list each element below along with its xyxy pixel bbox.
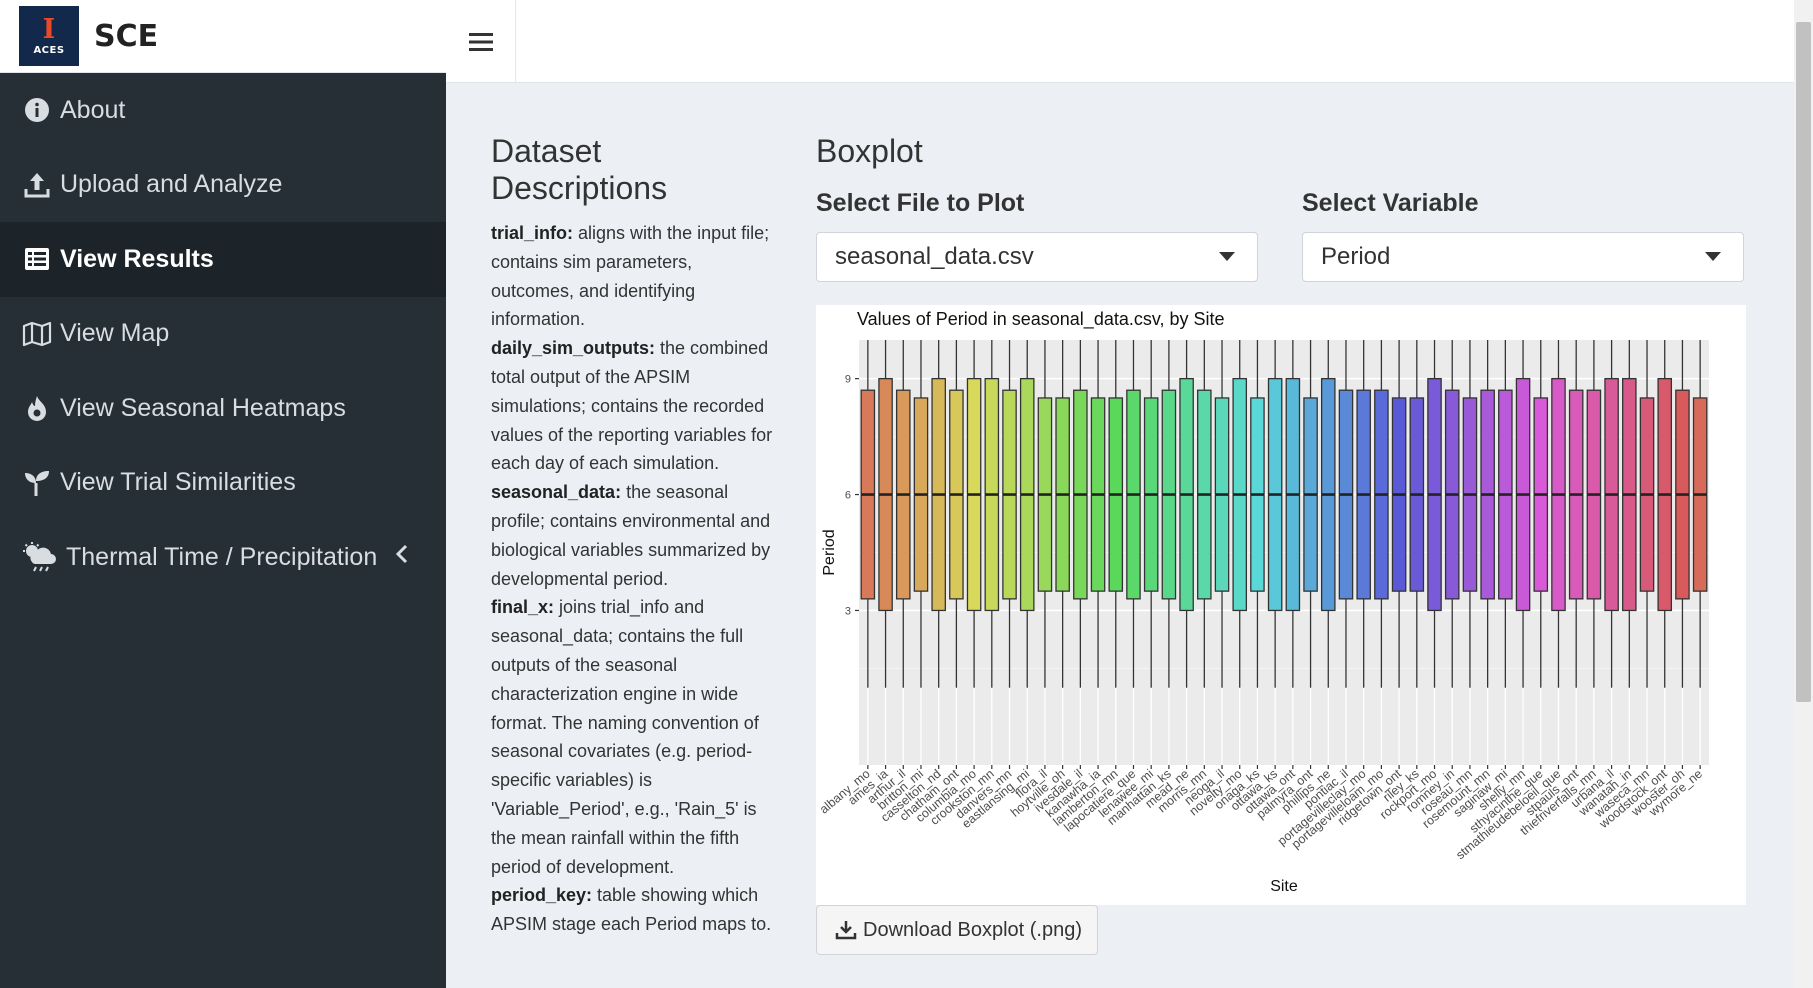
description-final-x: final_x: joins trial_info and seasonal_d… xyxy=(491,593,776,881)
sidebar: About Upload and Analyze View Results Vi… xyxy=(0,73,446,988)
brand-header: I ACES SCE xyxy=(0,0,446,73)
description-key: daily_sim_outputs: xyxy=(491,338,656,359)
description-text: aligns with the input file; contains sim… xyxy=(491,223,770,330)
file-select-label: Select File to Plot xyxy=(816,189,1025,217)
x-axis-title: Site xyxy=(1270,878,1298,895)
sidebar-item-label: View Seasonal Heatmaps xyxy=(60,393,346,422)
variable-select-label: Select Variable xyxy=(1302,189,1479,217)
y-tick-label: 9 xyxy=(845,374,851,386)
description-key: final_x: xyxy=(491,597,555,618)
sidebar-item-label: View Results xyxy=(60,244,214,273)
info-circle-icon xyxy=(22,95,52,125)
variable-select-dropdown[interactable]: Period xyxy=(1302,232,1744,282)
scrollbar-thumb[interactable] xyxy=(1796,22,1811,702)
dataset-descriptions-panel: Dataset Descriptions trial_info: aligns … xyxy=(491,133,776,939)
file-select-value: seasonal_data.csv xyxy=(835,243,1034,270)
variable-select-value: Period xyxy=(1321,243,1391,270)
description-trial-info: trial_info: aligns with the input file; … xyxy=(491,219,776,334)
sidebar-item-about[interactable]: About xyxy=(0,73,446,148)
file-select-dropdown[interactable]: seasonal_data.csv xyxy=(816,232,1258,282)
map-icon xyxy=(22,319,52,349)
chart-title: Values of Period in seasonal_data.csv, b… xyxy=(857,309,1225,330)
sidebar-item-upload[interactable]: Upload and Analyze xyxy=(0,148,446,223)
aces-logo[interactable]: I ACES xyxy=(19,6,79,66)
description-daily-sim-outputs: daily_sim_outputs: the combined total ou… xyxy=(491,334,776,478)
chevron-left-icon[interactable] xyxy=(395,543,409,571)
sidebar-item-thermal-time[interactable]: Thermal Time / Precipitation xyxy=(0,520,446,595)
page-scrollbar[interactable] xyxy=(1794,0,1813,988)
description-text: the seasonal profile; contains environme… xyxy=(491,482,771,589)
sidebar-item-label: View Trial Similarities xyxy=(60,468,296,497)
sidebar-item-view-results[interactable]: View Results xyxy=(0,222,446,297)
boxplot-title: Boxplot xyxy=(816,133,923,169)
boxplot-panel: Boxplot Select File to Plot seasonal_dat… xyxy=(816,133,1746,282)
illinois-i-icon: I xyxy=(42,13,56,45)
download-icon xyxy=(835,920,857,940)
sidebar-item-label: View Map xyxy=(60,319,170,348)
cloud-sun-rain-icon xyxy=(22,542,58,572)
seedling-icon xyxy=(22,468,52,498)
upload-icon xyxy=(22,170,52,200)
app-title: SCE xyxy=(94,18,159,54)
boxplot-chart-container: Values of Period in seasonal_data.csv, b… xyxy=(816,305,1746,905)
hamburger-icon[interactable] xyxy=(446,0,516,83)
sidebar-item-label: About xyxy=(60,95,126,124)
sidebar-item-label: Thermal Time / Precipitation xyxy=(66,542,378,571)
description-key: seasonal_data: xyxy=(491,482,622,503)
y-axis-title: Period xyxy=(821,529,838,575)
description-text: table showing which APSIM stage each Per… xyxy=(491,885,772,935)
sidebar-item-heatmaps[interactable]: View Seasonal Heatmaps xyxy=(0,371,446,446)
download-boxplot-button[interactable]: Download Boxplot (.png) xyxy=(816,905,1098,955)
description-text: the combined total output of the APSIM s… xyxy=(491,338,773,474)
description-key: trial_info: xyxy=(491,223,574,243)
boxplot-chart: Values of Period in seasonal_data.csv, b… xyxy=(817,309,1709,895)
table-list-icon xyxy=(22,244,52,274)
dropdown-caret-icon xyxy=(1219,252,1235,261)
description-seasonal-data: seasonal_data: the seasonal profile; con… xyxy=(491,478,776,593)
fire-icon xyxy=(22,393,52,423)
top-navbar xyxy=(446,0,1794,83)
logo-text: ACES xyxy=(33,44,65,56)
sidebar-item-label: Upload and Analyze xyxy=(60,170,283,199)
sidebar-item-view-map[interactable]: View Map xyxy=(0,297,446,372)
y-tick-label: 3 xyxy=(845,605,851,617)
description-period-key: period_key: table showing which APSIM st… xyxy=(491,881,776,939)
description-key: period_key: xyxy=(491,885,593,906)
y-tick-label: 6 xyxy=(845,490,851,502)
download-label: Download Boxplot (.png) xyxy=(863,918,1083,941)
description-text: joins trial_info and seasonal_data; cont… xyxy=(491,597,759,877)
descriptions-title: Dataset Descriptions xyxy=(491,133,668,206)
dropdown-caret-icon xyxy=(1705,252,1721,261)
sidebar-item-similarities[interactable]: View Trial Similarities xyxy=(0,446,446,521)
